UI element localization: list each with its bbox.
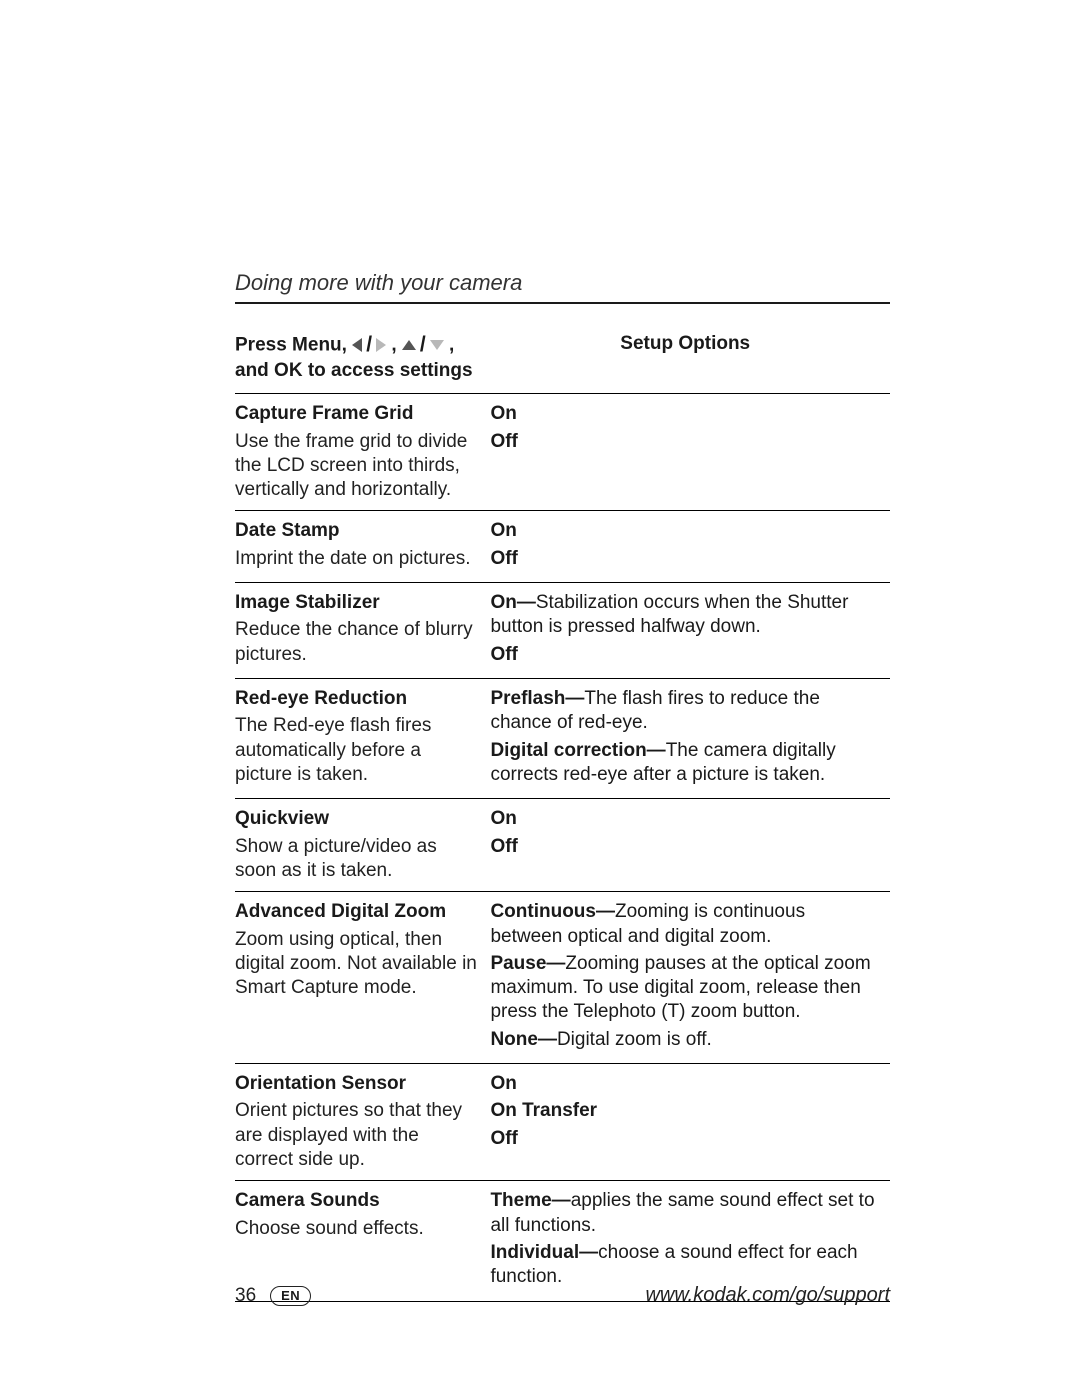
column-header-right: Setup Options (490, 326, 890, 394)
slash-icon: / (366, 332, 372, 359)
option-value: Theme—applies the same sound effect set … (490, 1189, 878, 1238)
nav-arrow-group-ud: / (402, 332, 444, 359)
option-value: Individual—choose a sound effect for eac… (490, 1241, 878, 1290)
table-row: Orientation Sensor Orient pictures so tha… (235, 1064, 890, 1181)
arrow-right-icon (376, 338, 386, 352)
setting-title: Camera Sounds (235, 1189, 478, 1213)
setting-title: Quickview (235, 807, 478, 831)
setting-title: Red-eye Reduction (235, 687, 478, 711)
setting-title: Orientation Sensor (235, 1072, 478, 1096)
table-row: Capture Frame Grid Use the frame grid to … (235, 394, 890, 511)
options-cell: On Off (490, 394, 890, 511)
option-value: On Transfer (490, 1099, 878, 1123)
setting-cell: Capture Frame Grid Use the frame grid to … (235, 394, 490, 511)
option-value-bold: On (490, 520, 516, 541)
setting-cell: Advanced Digital Zoom Zoom using optical,… (235, 892, 490, 1064)
options-cell: On On Transfer Off (490, 1064, 890, 1181)
option-value-bold: On— (490, 592, 535, 613)
option-value: Off (490, 835, 878, 859)
option-value: On (490, 1072, 878, 1096)
setting-description: Choose sound effects. (235, 1217, 478, 1241)
page: Doing more with your camera Press Menu, … (0, 0, 1080, 1397)
options-cell: On—Stabilization occurs when the Shutter… (490, 583, 890, 679)
options-cell: On Off (490, 511, 890, 583)
option-value-bold: Preflash— (490, 688, 584, 709)
header-left-prefix: Press Menu, (235, 334, 352, 355)
setting-title: Image Stabilizer (235, 591, 478, 615)
header-left-line2: and OK to access settings (235, 360, 473, 381)
option-value-bold: On (490, 1073, 516, 1094)
page-footer: 36 EN www.kodak.com/go/support (235, 1284, 890, 1307)
setting-description: The Red-eye flash fires automatically be… (235, 714, 478, 787)
option-value-bold: Individual— (490, 1242, 598, 1263)
option-value: Pause—Zooming pauses at the optical zoom… (490, 952, 878, 1025)
comma-1: , (391, 334, 402, 355)
setting-description: Use the frame grid to divide the LCD scr… (235, 430, 478, 503)
nav-arrow-group-lr: / (352, 332, 386, 359)
option-value-bold: Continuous— (490, 901, 615, 922)
option-value-rest: Stabilization occurs when the Shutter bu… (490, 592, 848, 637)
arrow-up-icon (402, 340, 416, 350)
option-value: Digital correction—The camera digitally … (490, 739, 878, 788)
table-body: Capture Frame Grid Use the frame grid to … (235, 394, 890, 1301)
option-value: Off (490, 547, 878, 571)
option-value-bold: Digital correction— (490, 740, 665, 761)
setting-description: Imprint the date on pictures. (235, 547, 478, 571)
table-row: Date Stamp Imprint the date on pictures. O… (235, 511, 890, 583)
setting-cell: Image Stabilizer Reduce the chance of blu… (235, 583, 490, 679)
option-value-bold: Off (490, 1128, 517, 1149)
table-row: Advanced Digital Zoom Zoom using optical,… (235, 892, 890, 1064)
option-value: None—Digital zoom is off. (490, 1028, 878, 1052)
option-value-bold: On Transfer (490, 1100, 597, 1121)
option-value: On (490, 519, 878, 543)
option-value-bold: Off (490, 836, 517, 857)
setting-description: Show a picture/video as soon as it is ta… (235, 835, 478, 884)
table-row: Image Stabilizer Reduce the chance of blu… (235, 583, 890, 679)
arrow-down-icon (430, 340, 444, 350)
option-value: Off (490, 643, 878, 667)
option-value-bold: On (490, 403, 516, 424)
option-value-bold: Off (490, 431, 517, 452)
footer-left: 36 EN (235, 1285, 311, 1307)
slash-icon-2: / (420, 332, 426, 359)
support-url[interactable]: www.kodak.com/go/support (645, 1284, 890, 1307)
setting-cell: Quickview Show a picture/video as soon as… (235, 799, 490, 892)
setting-title: Advanced Digital Zoom (235, 900, 478, 924)
setting-description: Reduce the chance of blurry pictures. (235, 618, 478, 667)
option-value: Preflash—The flash fires to reduce the c… (490, 687, 878, 736)
setting-cell: Orientation Sensor Orient pictures so tha… (235, 1064, 490, 1181)
arrow-left-icon (352, 338, 362, 352)
setting-cell: Red-eye Reduction The Red-eye flash fires… (235, 679, 490, 799)
option-value: On—Stabilization occurs when the Shutter… (490, 591, 878, 640)
setting-title: Date Stamp (235, 519, 478, 543)
section-title: Doing more with your camera (235, 270, 890, 296)
option-value-bold: On (490, 808, 516, 829)
option-value-bold: Off (490, 644, 517, 665)
setting-description: Orient pictures so that they are display… (235, 1099, 478, 1172)
page-number: 36 (235, 1285, 256, 1307)
settings-table: Press Menu, / , / , and OK to acces (235, 326, 890, 1302)
title-rule (235, 302, 890, 304)
option-value-bold: Theme— (490, 1190, 570, 1211)
setting-description: Zoom using optical, then digital zoom. N… (235, 928, 478, 1001)
option-value-bold: Off (490, 548, 517, 569)
option-value-bold: Pause— (490, 953, 565, 974)
option-value: On (490, 402, 878, 426)
language-pill: EN (270, 1286, 311, 1306)
table-row: Red-eye Reduction The Red-eye flash fires… (235, 679, 890, 799)
option-value: On (490, 807, 878, 831)
option-value: Continuous—Zooming is continuous between… (490, 900, 878, 949)
header-left-suffix: , (449, 334, 454, 355)
option-value-bold: None— (490, 1029, 557, 1050)
option-value: Off (490, 1127, 878, 1151)
option-value: Off (490, 430, 878, 454)
table-row: Quickview Show a picture/video as soon as… (235, 799, 890, 892)
setting-title: Capture Frame Grid (235, 402, 478, 426)
option-value-rest: Digital zoom is off. (557, 1029, 712, 1050)
options-cell: Preflash—The flash fires to reduce the c… (490, 679, 890, 799)
column-header-left: Press Menu, / , / , and OK to acces (235, 326, 490, 394)
options-cell: Continuous—Zooming is continuous between… (490, 892, 890, 1064)
options-cell: On Off (490, 799, 890, 892)
setting-cell: Date Stamp Imprint the date on pictures. (235, 511, 490, 583)
